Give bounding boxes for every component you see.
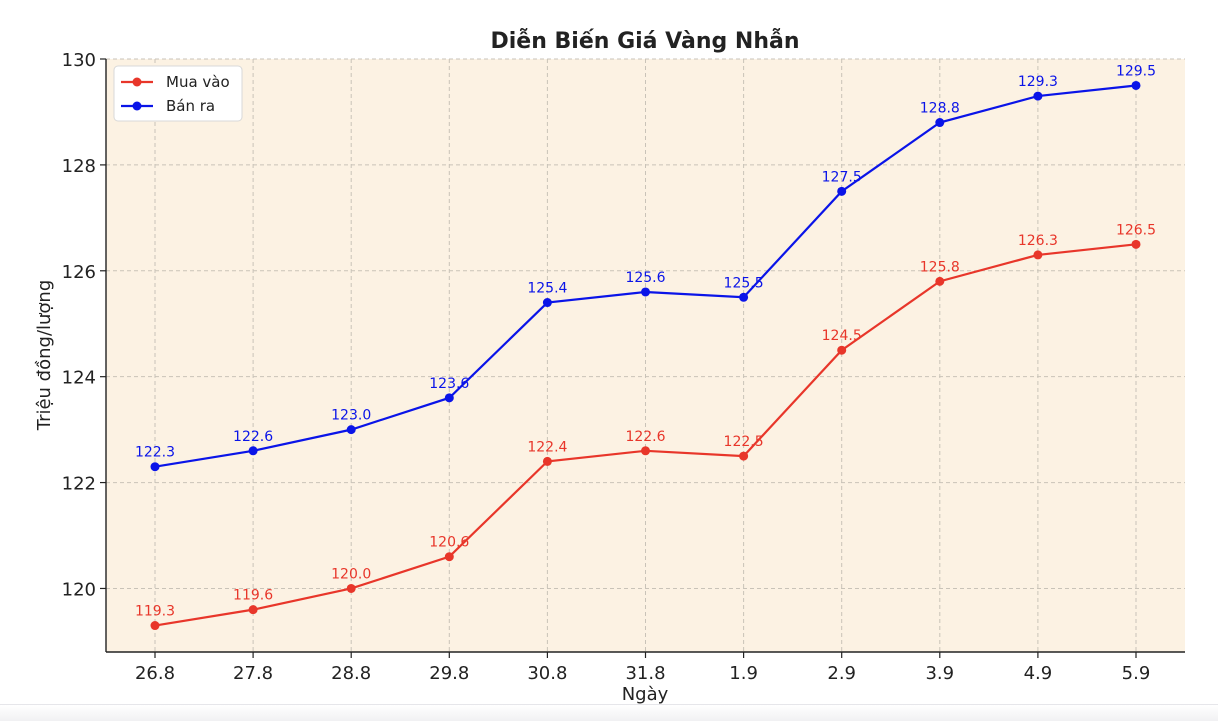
data-label: 127.5 <box>822 169 862 185</box>
y-axis-label: Triệu đồng/lượng <box>34 280 55 432</box>
data-point[interactable] <box>1033 91 1043 101</box>
legend-label: Bán ra <box>166 97 215 115</box>
y-tick-label: 130 <box>62 50 96 71</box>
data-label: 125.5 <box>724 275 764 291</box>
data-label: 128.8 <box>920 101 960 117</box>
data-point[interactable] <box>837 345 847 355</box>
data-point[interactable] <box>150 462 160 472</box>
data-point[interactable] <box>935 276 945 286</box>
legend-marker <box>132 77 142 87</box>
y-tick-label: 122 <box>62 474 96 495</box>
x-tick-label: 29.8 <box>429 663 469 684</box>
data-point[interactable] <box>248 605 258 615</box>
data-point[interactable] <box>444 552 454 562</box>
grid <box>106 58 1185 652</box>
data-point[interactable] <box>739 451 749 461</box>
x-tick-label: 26.8 <box>135 663 175 684</box>
data-point[interactable] <box>542 298 552 308</box>
y-tick-label: 124 <box>62 368 96 389</box>
data-label: 125.4 <box>527 281 567 297</box>
data-point[interactable] <box>346 425 356 435</box>
chart-title: Diễn Biến Giá Vàng Nhẫn <box>490 29 799 54</box>
data-point[interactable] <box>542 456 552 466</box>
data-label: 125.6 <box>625 270 665 286</box>
series <box>150 80 1141 631</box>
x-tick-label: 31.8 <box>625 663 665 684</box>
data-label: 129.5 <box>1116 63 1156 79</box>
data-point[interactable] <box>641 287 650 297</box>
data-point[interactable] <box>837 186 847 196</box>
data-point[interactable] <box>444 393 454 403</box>
legend-box <box>113 65 243 122</box>
x-axis-label: Ngày <box>622 684 669 705</box>
data-label: 129.3 <box>1018 74 1058 90</box>
x-tick-label: 1.9 <box>729 663 758 684</box>
data-label: 120.6 <box>429 535 469 551</box>
data-point[interactable] <box>150 621 160 631</box>
data-point[interactable] <box>1131 239 1141 249</box>
data-label: 122.5 <box>724 434 764 450</box>
data-label: 122.6 <box>625 429 665 445</box>
data-label: 123.6 <box>429 376 469 392</box>
data-label: 124.5 <box>822 328 862 344</box>
data-label: 120.0 <box>331 566 371 582</box>
y-tick-label: 128 <box>62 156 96 177</box>
data-label: 123.0 <box>331 408 371 424</box>
axes: 26.8 27.8 28.8 29.8 30.8 31.8 1.9 2.9 3.9 4.9 5.9 1… <box>62 50 1185 684</box>
x-tick-label: 30.8 <box>527 663 567 684</box>
x-tick-label: 27.8 <box>233 663 273 684</box>
data-label: 119.6 <box>233 588 273 604</box>
data-label: 125.8 <box>920 259 960 275</box>
data-point[interactable] <box>248 446 258 456</box>
x-tick-label: 4.9 <box>1024 663 1053 684</box>
data-label: 122.4 <box>527 439 567 455</box>
x-tick-label: 3.9 <box>925 663 954 684</box>
data-point[interactable] <box>346 583 356 593</box>
page-bottom-edge <box>0 704 1218 721</box>
x-tick-label: 2.9 <box>827 663 856 684</box>
x-tick-label: 5.9 <box>1122 663 1151 684</box>
data-label: 126.3 <box>1018 233 1058 249</box>
legend[interactable]: Mua vào Bán ra <box>113 65 243 122</box>
y-tick-label: 126 <box>62 262 96 283</box>
data-label: 122.3 <box>135 445 175 461</box>
legend-marker <box>132 101 142 111</box>
data-point[interactable] <box>1131 80 1141 90</box>
legend-label: Mua vào <box>166 73 230 91</box>
data-label: 119.3 <box>135 604 175 620</box>
x-tick-label: 28.8 <box>331 663 371 684</box>
data-point[interactable] <box>641 446 650 456</box>
data-label: 126.5 <box>1116 222 1156 238</box>
data-point[interactable] <box>739 292 749 302</box>
data-labels: 119.3 119.6 120.0 120.6 122.4 122.6 122.5 124.5… <box>135 63 1156 619</box>
y-tick-label: 120 <box>62 579 96 600</box>
data-point[interactable] <box>935 118 945 128</box>
data-point[interactable] <box>1033 250 1043 260</box>
data-label: 122.6 <box>233 429 273 445</box>
